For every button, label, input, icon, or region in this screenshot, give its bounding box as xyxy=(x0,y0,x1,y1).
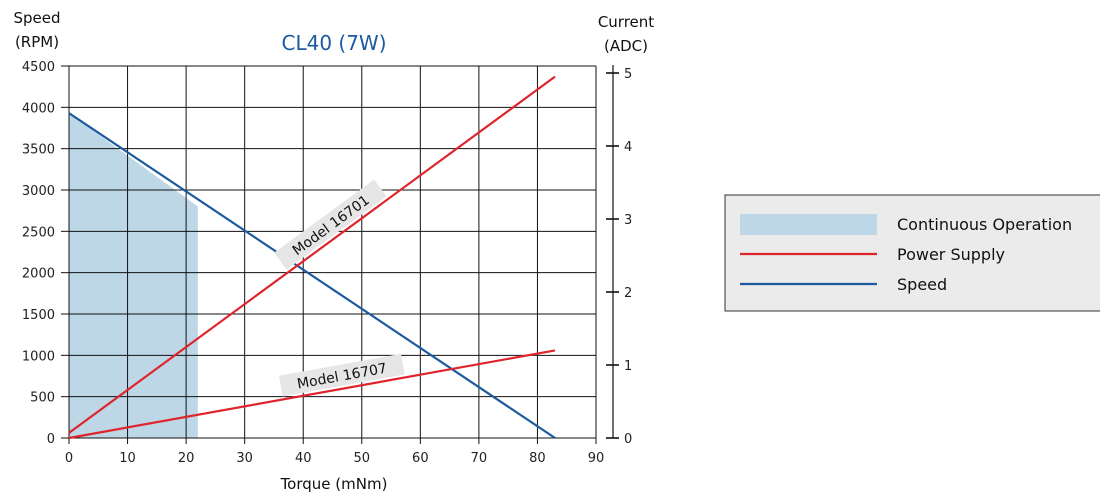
legend-continuous-operation-swatch xyxy=(740,214,877,235)
right-axis-title-line2: (ADC) xyxy=(604,37,648,55)
right-tick-label-5: 5 xyxy=(624,67,632,82)
x-tick-label-2: 20 xyxy=(178,451,195,466)
annotation-1: Model 16707 xyxy=(278,353,405,397)
x-tick-label-3: 30 xyxy=(236,451,253,466)
x-tick-label-1: 10 xyxy=(119,451,136,466)
annotation-bg-1 xyxy=(278,353,405,397)
right-tick-label-4: 4 xyxy=(624,140,632,155)
annotation-bg-0 xyxy=(274,179,387,270)
x-tick-label-5: 50 xyxy=(354,451,371,466)
series-line-model-16707 xyxy=(68,349,556,440)
continuous-operation-area xyxy=(69,113,198,439)
x-axis-title: Torque (mNm) xyxy=(280,475,388,493)
legend: Continuous Operation Power Supply Speed xyxy=(724,194,1100,312)
right-tick-label-1: 1 xyxy=(624,359,632,374)
series-line-speed xyxy=(68,112,556,439)
annotation-label-0: Model 16701 xyxy=(290,192,373,259)
right-tick-label-2: 2 xyxy=(624,286,632,301)
left-axis-title-line2: (RPM) xyxy=(15,33,59,51)
annotation-0: Model 16701 xyxy=(274,179,387,270)
right-tick-label-0: 0 xyxy=(624,432,632,447)
x-tick-label-0: 0 xyxy=(65,451,73,466)
left-tick-label-9: 4500 xyxy=(22,60,55,75)
legend-speed-label: Speed xyxy=(897,275,947,294)
left-tick-label-4: 2000 xyxy=(22,267,55,282)
x-tick-label-4: 40 xyxy=(295,451,312,466)
x-tick-label-9: 90 xyxy=(588,451,605,466)
left-tick-label-0: 0 xyxy=(47,432,55,447)
left-tick-label-5: 2500 xyxy=(22,225,55,240)
x-tick-label-8: 80 xyxy=(529,451,546,466)
x-tick-label-7: 70 xyxy=(471,451,488,466)
left-tick-label-7: 3500 xyxy=(22,143,55,158)
left-tick-label-3: 1500 xyxy=(22,308,55,323)
left-tick-label-8: 4000 xyxy=(22,101,55,116)
series-line-model-16701 xyxy=(68,75,556,434)
left-axis-title-line1: Speed xyxy=(13,9,60,27)
legend-continuous-operation-label: Continuous Operation xyxy=(897,215,1072,234)
right-axis-title-line1: Current xyxy=(598,13,654,31)
chart-title: CL40 (7W) xyxy=(281,31,386,55)
x-tick-label-6: 60 xyxy=(412,451,429,466)
legend-power-supply-label: Power Supply xyxy=(897,245,1005,264)
left-tick-label-1: 500 xyxy=(30,391,55,406)
left-tick-label-6: 3000 xyxy=(22,184,55,199)
left-tick-label-2: 1000 xyxy=(22,349,55,364)
right-tick-label-3: 3 xyxy=(624,213,632,228)
